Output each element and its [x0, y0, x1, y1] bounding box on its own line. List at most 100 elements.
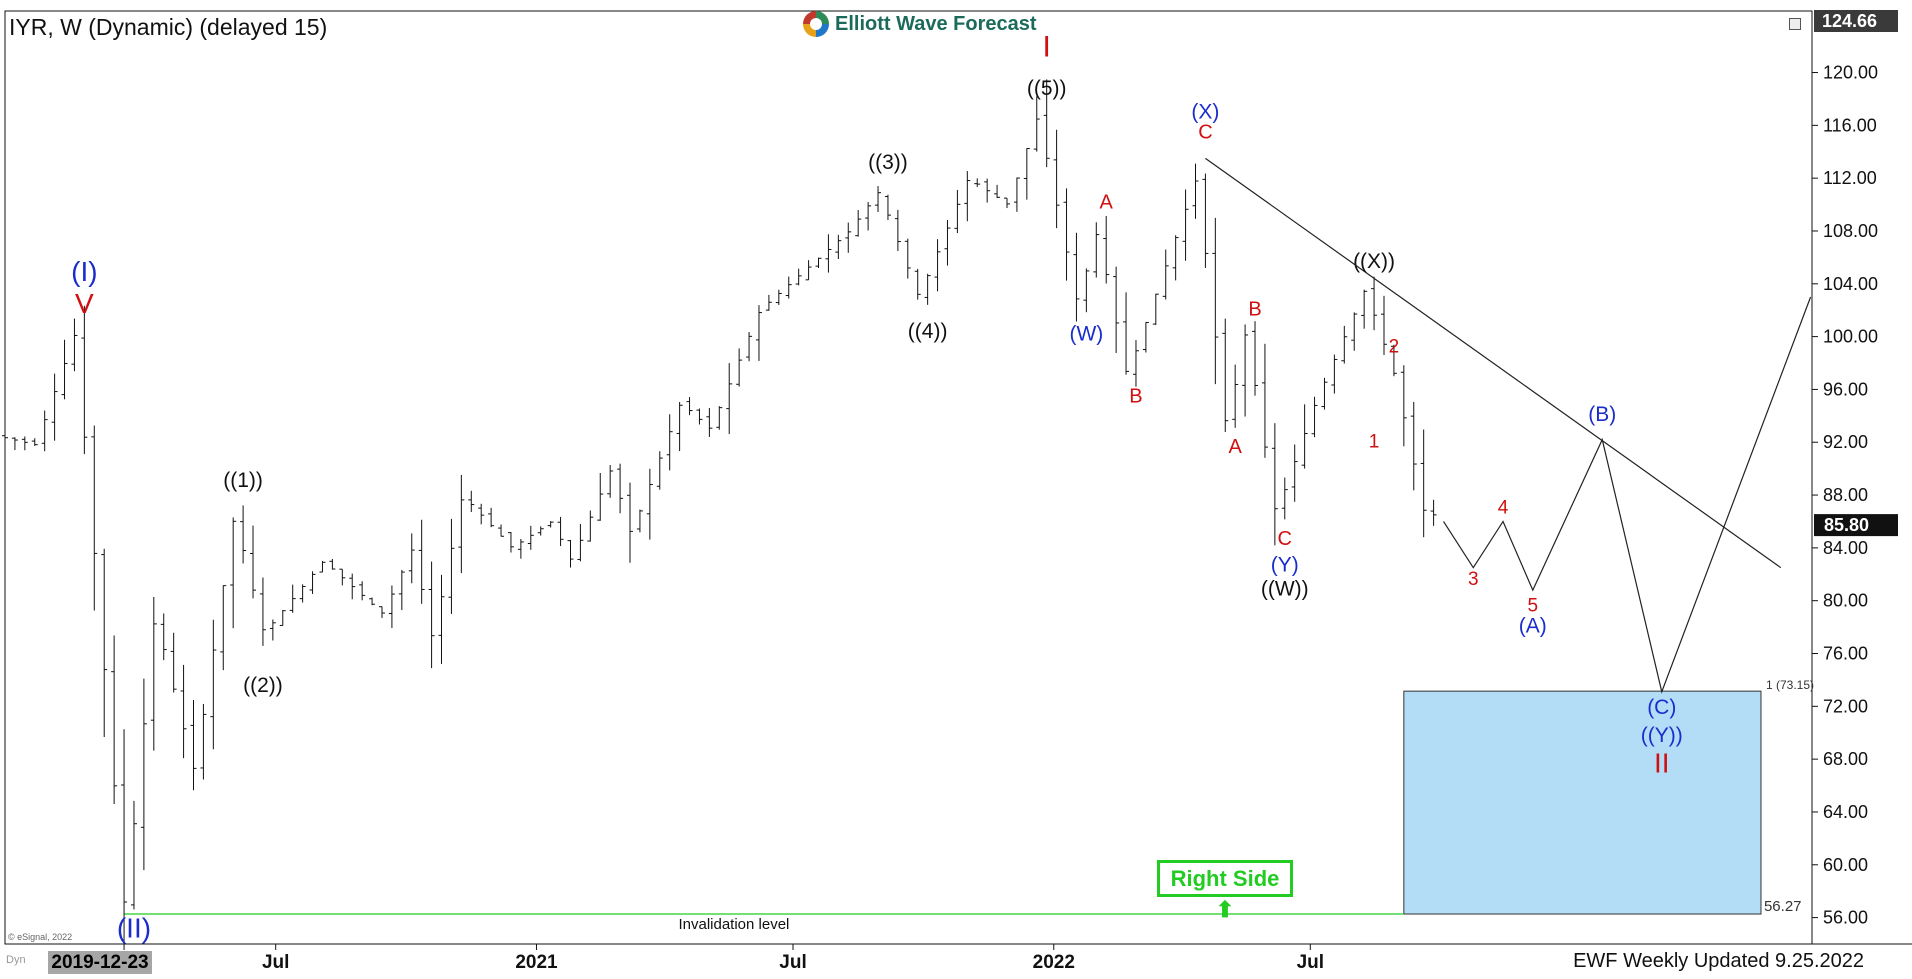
ohlc-bar — [428, 561, 435, 669]
ohlc-bar — [1321, 377, 1328, 410]
ohlc-bar — [1063, 188, 1070, 281]
update-note: EWF Weekly Updated 9.25.2022 — [1573, 950, 1864, 972]
ohlc-bar — [924, 273, 931, 305]
wave-label: (II) — [117, 912, 151, 943]
ohlc-bar — [1361, 289, 1368, 329]
ohlc-bar — [1291, 444, 1298, 502]
ohlc-bar — [1400, 365, 1407, 447]
x-tick-label: Jul — [779, 952, 806, 973]
ohlc-bar — [805, 260, 812, 281]
wave-label: ((1)) — [223, 469, 263, 492]
ohlc-bar — [339, 568, 346, 586]
last-price-box — [1814, 514, 1898, 537]
symbol-title: IYR, W (Dynamic) (delayed 15) — [9, 14, 328, 40]
ohlc-bar — [587, 510, 594, 542]
ohlc-bar — [91, 425, 98, 611]
ohlc-bar — [279, 609, 286, 626]
wave-label: 3 — [1468, 569, 1479, 590]
ohlc-bar — [537, 526, 544, 536]
ohlc-bar — [646, 468, 653, 540]
wave-label: C — [1198, 122, 1212, 144]
right-side-badge: Right Side ⬆ — [1157, 860, 1293, 922]
last-price-label: 85.80 — [1824, 515, 1869, 535]
wave-label: ((W)) — [1261, 577, 1309, 600]
ohlc-bar — [765, 294, 772, 311]
wave-label: B — [1129, 386, 1142, 408]
wave-label: I — [1043, 31, 1051, 64]
ohlc-bar — [220, 585, 227, 671]
y-tick-label: 60.00 — [1823, 855, 1868, 875]
x-tick-label: 2021 — [515, 952, 558, 973]
y-tick-label: 72.00 — [1823, 696, 1868, 716]
wave-label: (B) — [1588, 403, 1616, 426]
wave-label: (X) — [1191, 101, 1219, 124]
wave-label: 1 — [1369, 432, 1380, 453]
ohlc-bar — [845, 222, 852, 253]
ohlc-bar — [1420, 429, 1427, 538]
ohlc-bar — [289, 584, 296, 613]
ohlc-bar — [160, 613, 167, 661]
ohlc-bar — [795, 268, 802, 286]
ohlc-bar — [1172, 235, 1179, 281]
wave-label: (C) — [1647, 696, 1676, 719]
ohlc-bar — [507, 532, 514, 553]
ohlc-bar — [855, 210, 862, 237]
ohlc-bar — [140, 678, 147, 871]
ohlc-bar — [1093, 222, 1100, 278]
ohlc-bar — [51, 373, 58, 441]
y-tick-label: 92.00 — [1823, 432, 1868, 452]
x-tick-label: Jul — [1297, 952, 1324, 973]
ohlc-bar — [1113, 266, 1120, 353]
ohlc-bar — [696, 408, 703, 425]
ohlc-bar — [150, 596, 157, 751]
ohlc-bar — [369, 597, 376, 606]
y-tick-label: 120.00 — [1823, 63, 1878, 83]
top-price-label: 124.66 — [1822, 11, 1877, 31]
ohlc-bar — [11, 437, 18, 451]
y-tick-label: 100.00 — [1823, 327, 1878, 347]
copyright-text: © eSignal, 2022 — [8, 932, 73, 942]
ohlc-bar — [1430, 499, 1437, 526]
ohlc-bar — [964, 171, 971, 222]
wave-label: (W) — [1069, 323, 1103, 346]
ohlc-bar — [121, 729, 128, 950]
target-area-box — [1403, 690, 1762, 915]
y-tick-label: 104.00 — [1823, 274, 1878, 294]
ohlc-bar — [1192, 163, 1199, 219]
ohlc-bar — [1390, 344, 1397, 377]
wave-label: ((4)) — [908, 320, 948, 343]
x-tick-label: Jul — [262, 952, 289, 973]
elliott-wave-logo-icon — [803, 11, 829, 37]
wave-label: (I) — [71, 256, 97, 287]
ohlc-bar — [636, 509, 643, 533]
ohlc-bar — [81, 305, 88, 455]
wave-label: ((3)) — [868, 151, 908, 174]
wave-label: C — [1278, 528, 1292, 550]
wave-label: 4 — [1498, 498, 1509, 519]
ohlc-bar — [686, 397, 693, 416]
wave-label: A — [1229, 436, 1243, 458]
ohlc-bar — [101, 548, 108, 737]
ohlc-bar — [607, 465, 614, 498]
ohlc-bar — [914, 268, 921, 300]
ohlc-bar — [180, 664, 187, 759]
dynamic-indicator: Dyn — [6, 954, 26, 966]
ohlc-bar — [21, 436, 28, 451]
y-tick-label: 84.00 — [1823, 538, 1868, 558]
ohlc-bar — [200, 703, 207, 780]
ohlc-bar — [418, 519, 425, 604]
ohlc-bar — [746, 332, 753, 362]
ohlc-bar — [398, 569, 405, 611]
ohlc-bar — [825, 234, 832, 273]
ohlc-bar — [1123, 292, 1130, 375]
ohlc-bar — [736, 348, 743, 387]
brand-logo: Elliott Wave Forecast — [803, 11, 1037, 37]
ohlc-bar — [230, 517, 237, 629]
restore-window-icon[interactable] — [1789, 18, 1801, 30]
ohlc-bar — [1301, 404, 1308, 469]
ohlc-bar — [994, 184, 1001, 199]
ohlc-bar — [865, 201, 872, 231]
ohlc-bar — [349, 573, 356, 600]
wave-label: 5 — [1528, 595, 1539, 616]
